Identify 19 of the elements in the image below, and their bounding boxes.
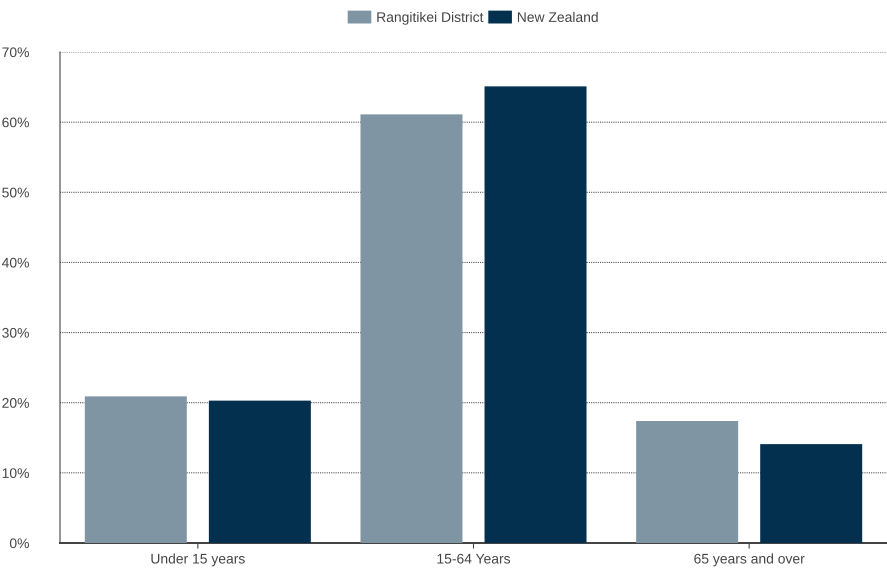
- x-tick-label: 65 years and over: [694, 553, 805, 566]
- x-tick-label: 15-64 Years: [437, 554, 510, 564]
- y-tick-label: 20%: [2, 398, 29, 408]
- bar: [208, 400, 311, 543]
- y-tick-label: 30%: [2, 328, 29, 338]
- bar: [636, 420, 738, 543]
- y-tick-label: 60%: [2, 117, 29, 128]
- y-tick-label: 50%: [2, 188, 29, 198]
- y-tick-label: 40%: [2, 258, 29, 268]
- bar: [484, 86, 587, 543]
- y-tick-label: 10%: [2, 468, 29, 478]
- y-tick-label: 70%: [2, 47, 29, 58]
- legend-label: New Zealand: [518, 12, 598, 22]
- x-tick-label: Under 15 years: [151, 553, 245, 566]
- legend-label: Rangitikei District: [377, 12, 484, 25]
- bar: [84, 396, 187, 543]
- bar: [360, 114, 462, 543]
- bar: [760, 444, 862, 543]
- y-tick-label: 0%: [10, 538, 29, 548]
